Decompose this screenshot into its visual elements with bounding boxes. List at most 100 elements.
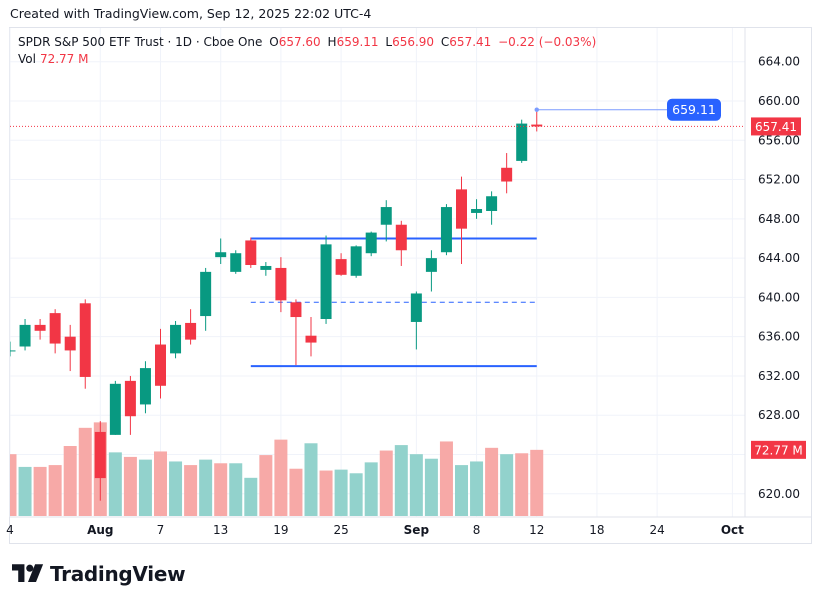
candle-body: [425, 258, 437, 272]
volume-bar: [304, 443, 318, 516]
x-tick-label: 18: [589, 523, 604, 537]
volume-bar: [63, 446, 77, 516]
candle-body: [380, 207, 392, 225]
x-tick-label: 13: [213, 523, 228, 537]
x-tick-label: 8: [473, 523, 481, 537]
y-tick-label: 652.00: [758, 173, 800, 187]
y-tick-label: 620.00: [758, 487, 800, 501]
volume-bar: [500, 454, 514, 516]
volume-bar: [169, 461, 183, 516]
volume-bar: [394, 445, 408, 516]
candle-body: [471, 209, 483, 213]
volume-badge-label: 72.77 M: [754, 443, 803, 457]
volume-bar: [470, 461, 484, 516]
close-label: C: [440, 35, 450, 49]
legend-ohlc-line: SPDR S&P 500 ETF Trust · 1D · Cboe One O…: [18, 34, 596, 51]
volume-bar: [199, 459, 213, 516]
legend-volume-line: Vol 72.77 M: [18, 51, 596, 68]
x-tick-label: Aug: [87, 523, 113, 537]
volume-bar: [214, 463, 228, 516]
candle-body: [305, 335, 317, 343]
candle-body: [320, 244, 332, 320]
volume-bar: [289, 468, 303, 516]
volume-bar: [530, 449, 544, 516]
candle-body: [94, 431, 106, 479]
plot-area[interactable]: [4, 107, 746, 516]
candle-body: [260, 265, 272, 270]
x-tick-label: 24: [650, 523, 665, 537]
volume-bar: [274, 439, 288, 516]
volume-bar: [18, 466, 32, 516]
tradingview-logo[interactable]: TradingView: [12, 562, 186, 586]
candle-body: [290, 302, 302, 318]
volume-bar: [154, 451, 167, 516]
y-tick-label: 664.00: [758, 55, 800, 69]
volume-bar: [424, 458, 438, 516]
high-price-badge[interactable]: [667, 98, 721, 121]
x-tick-label: Sep: [404, 523, 430, 537]
volume-value: 72.77 M: [39, 52, 89, 66]
volume-bar: [455, 465, 468, 516]
volume-bar: [319, 470, 333, 516]
x-tick-label: 25: [333, 523, 348, 537]
y-tick-label: 632.00: [758, 369, 800, 383]
candle-body: [335, 259, 347, 275]
y-tick-label: 660.00: [758, 94, 800, 108]
volume-bar: [33, 466, 47, 516]
x-tick-label: 7: [157, 523, 165, 537]
y-tick-label: 628.00: [758, 408, 800, 422]
symbol-title: SPDR S&P 500 ETF Trust · 1D · Cboe One: [18, 35, 263, 49]
candle-body: [19, 324, 31, 347]
candle-body: [365, 232, 377, 254]
y-tick-label: 636.00: [758, 330, 800, 344]
y-tick-label: 656.00: [758, 133, 800, 147]
candle-body: [350, 246, 362, 276]
candle-body: [215, 252, 227, 258]
volume-bar: [515, 453, 529, 516]
close-value: 657.41: [449, 35, 492, 49]
open-value: 657.60: [278, 35, 321, 49]
y-tick-label: 648.00: [758, 212, 800, 226]
low-label: L: [385, 35, 393, 49]
volume-bar: [439, 441, 453, 516]
candle-body: [34, 324, 46, 331]
candle-body: [155, 344, 166, 386]
candle-body: [170, 324, 182, 354]
candle-body: [501, 167, 513, 182]
high-label: H: [327, 35, 337, 49]
volume-bar: [78, 427, 92, 516]
candle-body: [10, 350, 16, 352]
volume-label: Vol: [18, 52, 36, 66]
volume-bar: [123, 456, 137, 516]
volume-bar: [334, 469, 348, 516]
candle-body: [230, 253, 242, 272]
candle-body: [79, 303, 91, 377]
volume-bar: [379, 450, 393, 516]
candle-body: [516, 123, 528, 161]
volume-bar: [349, 473, 363, 516]
candle-body: [185, 322, 197, 340]
volume-bar: [48, 465, 62, 516]
volume-badge: [751, 440, 806, 459]
y-tick-label: 644.00: [758, 251, 800, 265]
candle-body: [440, 207, 452, 253]
tradingview-logo-icon: [12, 564, 44, 582]
volume-bar: [485, 447, 499, 516]
x-tick-label: 19: [273, 523, 288, 537]
legend: SPDR S&P 500 ETF Trust · 1D · Cboe One O…: [18, 34, 596, 68]
volume-bar: [10, 454, 17, 516]
tradingview-logo-text: TradingView: [50, 562, 186, 586]
x-tick-label: 4: [6, 523, 14, 537]
candle-body: [275, 267, 287, 301]
candle-body: [245, 240, 257, 265]
volume-bar: [259, 455, 273, 516]
candle-body: [49, 313, 61, 344]
last-price-badge-label: 657.41: [755, 120, 797, 134]
created-with-text: Created with TradingView.com, Sep 12, 20…: [10, 6, 372, 21]
volume-bar: [108, 452, 122, 516]
candle-body: [410, 293, 422, 322]
candle-body: [395, 224, 407, 251]
high-marker-dot: [534, 107, 539, 112]
volume-bar: [409, 454, 423, 516]
